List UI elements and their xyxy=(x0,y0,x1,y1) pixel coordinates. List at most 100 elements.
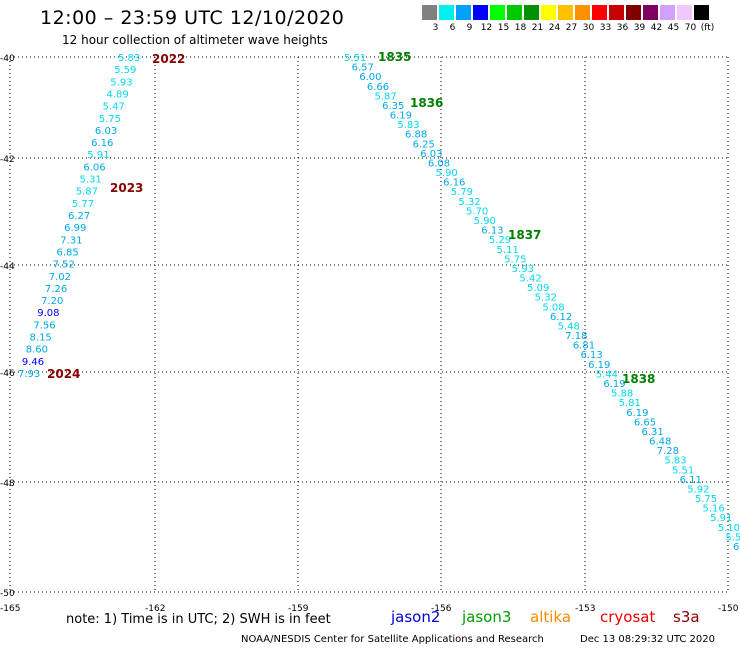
track-value-left: 8.60 xyxy=(26,345,48,356)
track-value-right: 6.48 xyxy=(649,437,671,448)
pass-time-label: 2023 xyxy=(110,181,143,195)
track-value-right: 5.88 xyxy=(611,389,633,400)
colorbar-label: 6 xyxy=(449,23,456,33)
colorbar-swatch xyxy=(609,5,625,20)
credit-line: NOAA/NESDIS Center for Satellite Applica… xyxy=(241,634,544,645)
track-value-left: 6.99 xyxy=(64,223,86,234)
track-value-right: 5.75 xyxy=(504,254,526,265)
page-title: 12:00 – 23:59 UTC 12/10/2020 xyxy=(40,7,345,29)
track-value-left: 7.31 xyxy=(60,235,82,246)
track-value-right: 5.48 xyxy=(558,321,580,332)
track-value-left: 5.77 xyxy=(72,199,94,210)
legend-altika: altika xyxy=(530,608,572,626)
track-value-right: 6.19 xyxy=(390,111,412,122)
track-value-right: 5.83 xyxy=(397,120,419,131)
colorbar-swatch xyxy=(422,5,438,20)
track-value-left: 7.26 xyxy=(45,284,67,295)
colorbar-label: 24 xyxy=(548,23,561,33)
colorbar-label: 9 xyxy=(466,23,473,33)
colorbar-label: 18 xyxy=(514,23,527,33)
track-value-right: 5.87 xyxy=(375,91,397,102)
page-subtitle: 12 hour collection of altimeter wave hei… xyxy=(62,33,328,47)
lon-label: -150 xyxy=(718,604,739,614)
colorbar-label: 70 xyxy=(684,23,697,33)
generation-timestamp: Dec 13 08:29:32 UTC 2020 xyxy=(580,634,715,645)
colorbar-label: 21 xyxy=(531,23,544,33)
track-value-right: 7.18 xyxy=(565,331,587,342)
track-value-right: 5.51 xyxy=(672,465,694,476)
track-value-right: 5.93 xyxy=(512,264,534,275)
lon-label: -159 xyxy=(288,604,309,614)
track-value-right: 5.79 xyxy=(451,187,473,198)
track-value-left: 7.52 xyxy=(53,260,75,271)
track-value-right: 6.35 xyxy=(382,101,404,112)
track-value-right: 6.12 xyxy=(550,312,572,323)
colorbar-label: 42 xyxy=(650,23,663,33)
track-value-right: 6.31 xyxy=(641,427,663,438)
legend-jason2: jason2 xyxy=(391,608,441,626)
colorbar-swatch xyxy=(456,5,472,20)
track-value-right: 5.08 xyxy=(542,302,564,313)
colorbar-swatch xyxy=(575,5,591,20)
lon-label: -165 xyxy=(0,604,20,614)
track-value-right: 6.25 xyxy=(413,139,435,150)
colorbar-label: 33 xyxy=(599,23,612,33)
track-value-right: 6.88 xyxy=(405,130,427,141)
track-value-right: 6.13 xyxy=(580,350,602,361)
colorbar-swatch xyxy=(490,5,506,20)
track-value-right: 5.09 xyxy=(527,283,549,294)
track-value-right: 6.57 xyxy=(352,63,374,74)
track-value-right: 5.11 xyxy=(497,245,519,256)
colorbar-label: 45 xyxy=(667,23,680,33)
colorbar-swatch xyxy=(439,5,455,20)
track-value-right: 5.10 xyxy=(718,523,740,534)
track-value-left: 6.06 xyxy=(83,162,105,173)
track-value-right: 6.66 xyxy=(367,82,389,93)
track-value-left: 4.89 xyxy=(106,89,128,100)
pass-time-label: 2022 xyxy=(152,52,185,66)
track-value-right: 5.81 xyxy=(619,398,641,409)
track-value-left: 5.93 xyxy=(110,77,132,88)
colorbar-swatch xyxy=(507,5,523,20)
track-value-left: 7.20 xyxy=(41,296,63,307)
track-value-right: 5.42 xyxy=(519,274,541,285)
colorbar-swatch xyxy=(694,5,710,20)
colorbar-swatch xyxy=(626,5,642,20)
track-value-left: 5.91 xyxy=(87,150,109,161)
pass-time-label: 2024 xyxy=(47,367,80,381)
lon-label: -156 xyxy=(431,604,452,614)
track-value-left: 5.87 xyxy=(76,187,98,198)
track-value-left: 5.31 xyxy=(80,175,102,186)
track-value-right: 5.90 xyxy=(474,216,496,227)
track-value-right: 5.5 xyxy=(725,532,740,543)
track-value-left: 5.75 xyxy=(99,114,121,125)
track-value-right: 5.75 xyxy=(695,494,717,505)
track-value-right: 6 xyxy=(733,542,739,553)
track-value-left: 6.85 xyxy=(56,247,78,258)
track-value-right: 7.28 xyxy=(657,446,679,457)
colorbar-label: 39 xyxy=(633,23,646,33)
track-value-right: 6.00 xyxy=(359,72,381,83)
track-value-left: 8.15 xyxy=(30,333,52,344)
track-value-right: 5.83 xyxy=(664,456,686,467)
lat-label: -40 xyxy=(0,54,15,64)
track-value-left: 7.56 xyxy=(33,320,55,331)
colorbar-swatch xyxy=(677,5,693,20)
colorbar-label: 36 xyxy=(616,23,629,33)
colorbar-swatch xyxy=(643,5,659,20)
pass-time-label: 1838 xyxy=(622,372,655,386)
lat-label: -46 xyxy=(0,369,15,379)
lat-label: -44 xyxy=(0,262,15,272)
track-value-right: 6.11 xyxy=(680,475,702,486)
track-value-right: 5.70 xyxy=(466,206,488,217)
track-value-left: 6.03 xyxy=(95,126,117,137)
colorbar-swatch xyxy=(473,5,489,20)
track-value-right: 5.32 xyxy=(458,197,480,208)
lat-label: -48 xyxy=(0,479,15,489)
track-value-left: 6.16 xyxy=(91,138,113,149)
track-value-right: 5.92 xyxy=(687,484,709,495)
colorbar-label: 12 xyxy=(480,23,493,33)
track-value-right: 5.32 xyxy=(535,293,557,304)
track-value-right: 5.51 xyxy=(344,53,366,64)
